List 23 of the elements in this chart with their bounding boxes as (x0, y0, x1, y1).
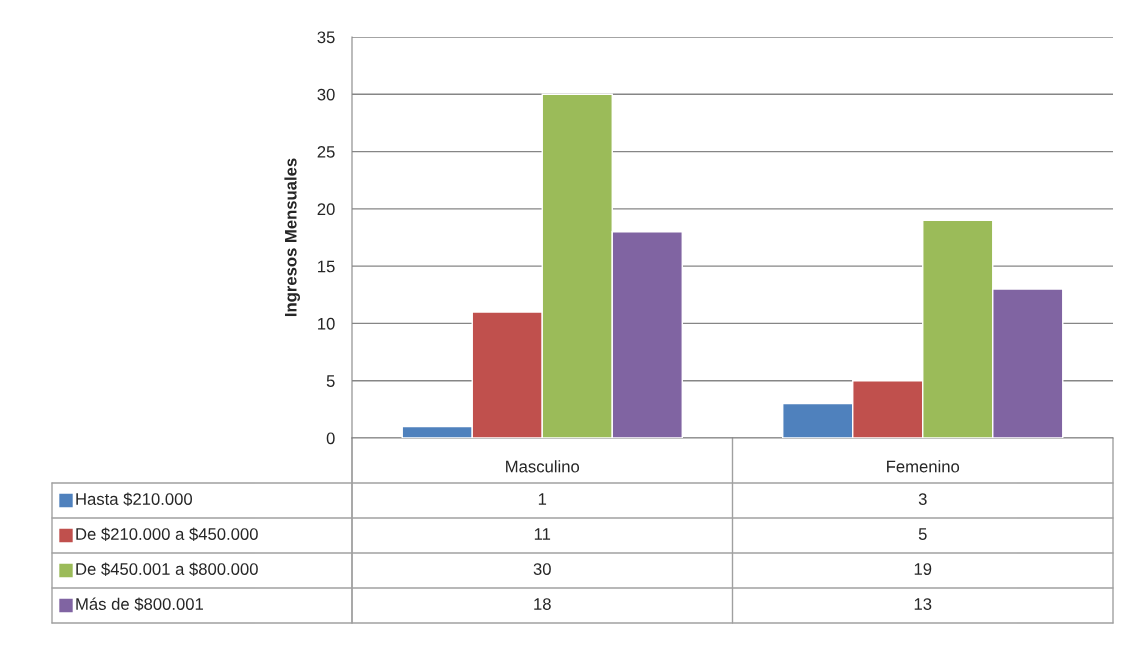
y-tick-label: 25 (317, 145, 335, 158)
legend-label: Más de $800.001 (76, 597, 203, 611)
legend-label: De $210.000 a $450.000 (76, 527, 258, 541)
y-tick-label: 15 (318, 260, 335, 273)
data-label: 13 (914, 598, 932, 610)
x-tick-label: Masculino (506, 460, 580, 473)
legend-label: De $450.001 a $800.000 (76, 562, 258, 576)
y-tick-label: 5 (326, 375, 335, 387)
data-label: 19 (914, 563, 932, 575)
data-label: 11 (534, 528, 551, 540)
y-tick-label: 0 (326, 432, 335, 445)
y-tick-label: 35 (317, 31, 335, 44)
legend-label: Hasta $210.000 (76, 492, 193, 506)
data-label: 30 (533, 563, 551, 575)
data-label: 1 (538, 493, 547, 505)
x-tick-label: Femenino (887, 460, 960, 473)
y-tick-label: 10 (318, 317, 335, 330)
data-label: 3 (918, 493, 927, 505)
y-tick-label: 30 (317, 88, 335, 101)
data-label: 18 (534, 598, 551, 610)
data-label: 5 (918, 528, 927, 540)
y-axis-title: Ingresos Mensuales (284, 158, 300, 317)
y-tick-label: 20 (317, 203, 335, 216)
